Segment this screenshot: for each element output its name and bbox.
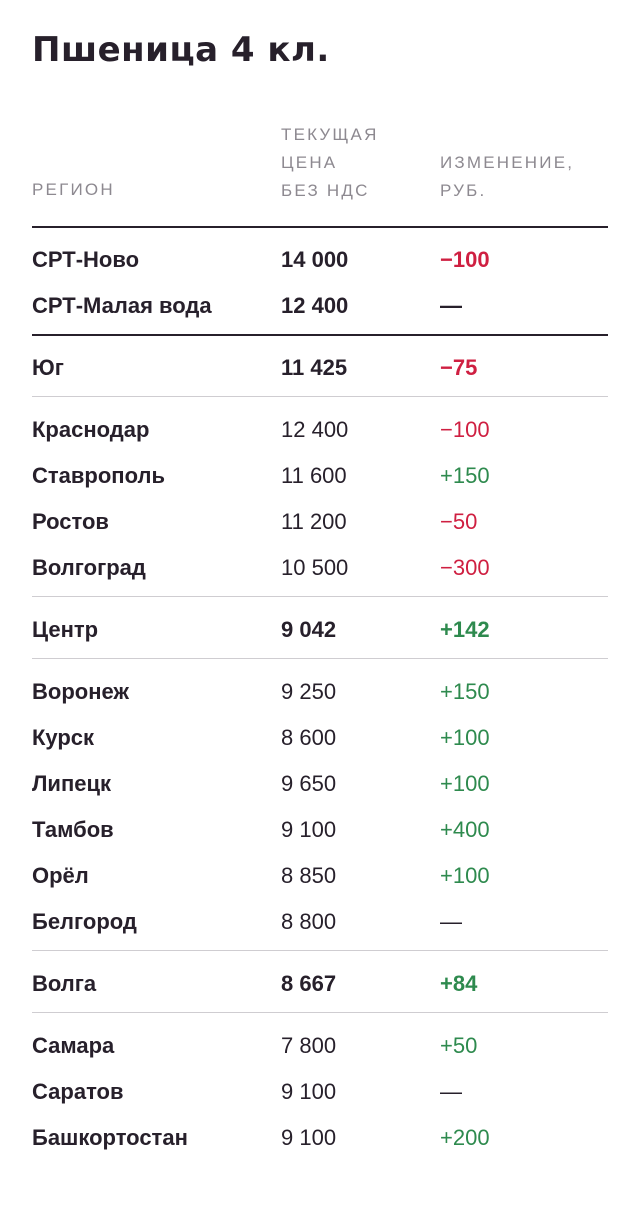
row-divider xyxy=(32,334,608,336)
change-cell: +150 xyxy=(440,463,490,488)
price-cell: 7 800 xyxy=(281,1033,337,1058)
change-cell: — xyxy=(440,293,462,318)
change-cell: +100 xyxy=(440,771,490,796)
change-cell: — xyxy=(440,1079,462,1104)
change-cell: +400 xyxy=(440,817,490,842)
price-cell: 9 650 xyxy=(281,771,337,796)
region-cell: Липецк xyxy=(32,771,112,796)
row-divider xyxy=(32,1012,608,1013)
change-cell: −300 xyxy=(440,555,490,580)
change-cell: −75 xyxy=(440,355,478,380)
region-cell: Ставрополь xyxy=(32,463,165,488)
change-cell: +50 xyxy=(440,1033,478,1058)
change-cell: −100 xyxy=(440,417,490,442)
row-divider xyxy=(32,658,608,659)
column-header-region: РЕГИОН xyxy=(32,176,115,204)
price-cell: 11 425 xyxy=(281,355,348,380)
region-cell: Башкортостан xyxy=(32,1125,188,1150)
header-region-label: РЕГИОН xyxy=(32,180,115,199)
row-divider xyxy=(32,226,608,228)
price-cell: 8 850 xyxy=(281,863,337,888)
price-cell: 8 600 xyxy=(281,725,337,750)
price-cell: 11 600 xyxy=(281,463,347,488)
price-cell: 9 100 xyxy=(281,1079,337,1104)
region-cell: Курск xyxy=(32,725,95,750)
column-header-change: ИЗМЕНЕНИЕ, РУБ. xyxy=(440,149,574,205)
region-cell: Орёл xyxy=(32,863,89,888)
header-price-line-2: ЦЕНА xyxy=(281,153,338,172)
region-cell: Тамбов xyxy=(32,817,114,842)
price-cell: 10 500 xyxy=(281,555,349,580)
change-cell: +200 xyxy=(440,1125,490,1150)
price-cell: 8 800 xyxy=(281,909,337,934)
row-divider xyxy=(32,396,608,397)
change-cell: — xyxy=(440,909,462,934)
region-cell: Самара xyxy=(32,1033,115,1058)
region-cell: Саратов xyxy=(32,1079,124,1104)
region-cell: Воронеж xyxy=(32,679,130,704)
region-cell: Ростов xyxy=(32,509,109,534)
change-cell: +150 xyxy=(440,679,490,704)
price-cell: 9 042 xyxy=(281,617,337,642)
price-cell: 12 400 xyxy=(281,417,349,442)
header-price-line-3: БЕЗ НДС xyxy=(281,181,370,200)
change-cell: +100 xyxy=(440,863,490,888)
header-change-line-1: ИЗМЕНЕНИЕ, xyxy=(440,153,575,172)
price-cell: 12 400 xyxy=(281,293,349,318)
region-cell: Волгоград xyxy=(32,555,146,580)
change-cell: +100 xyxy=(440,725,490,750)
region-cell: СРТ-Малая вода xyxy=(32,293,212,318)
region-cell: Краснодар xyxy=(32,417,150,442)
region-cell: Юг xyxy=(32,355,64,380)
change-cell: −50 xyxy=(440,509,478,534)
price-cell: 9 100 xyxy=(281,817,337,842)
region-cell: Белгород xyxy=(32,909,137,934)
price-cell: 9 100 xyxy=(281,1125,337,1150)
price-cell: 8 667 xyxy=(281,971,337,996)
row-divider xyxy=(32,596,608,597)
change-cell: +142 xyxy=(440,617,490,642)
header-change-line-2: РУБ. xyxy=(440,181,487,200)
page-title: Пшеница 4 кл. xyxy=(32,30,330,70)
change-cell: −100 xyxy=(440,247,490,272)
region-cell: Центр xyxy=(32,617,99,642)
header-price-line-1: ТЕКУЩАЯ xyxy=(281,125,379,144)
region-cell: Волга xyxy=(32,971,97,996)
price-cell: 14 000 xyxy=(281,247,349,272)
row-divider xyxy=(32,950,608,951)
column-header-price: ТЕКУЩАЯ ЦЕНА БЕЗ НДС xyxy=(281,121,379,205)
region-cell: СРТ-Ново xyxy=(32,247,140,272)
change-cell: +84 xyxy=(440,971,478,996)
price-cell: 11 200 xyxy=(281,509,347,534)
price-cell: 9 250 xyxy=(281,679,337,704)
